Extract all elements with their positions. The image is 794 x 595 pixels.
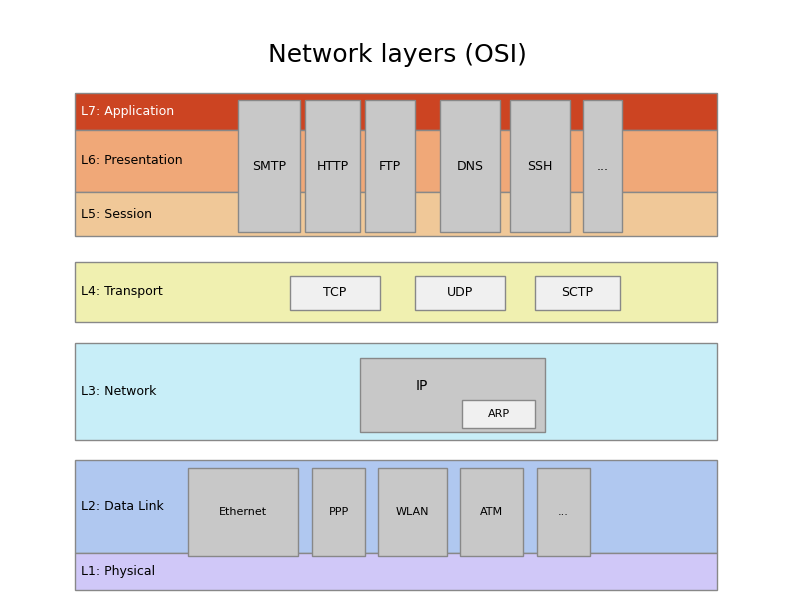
Bar [75, 343, 717, 440]
Text: Ethernet: Ethernet [219, 507, 267, 517]
Text: L7: Application: L7: Application [81, 105, 174, 118]
Text: PPP: PPP [329, 507, 349, 517]
Bar [583, 100, 622, 232]
Bar [75, 553, 717, 590]
Bar [535, 276, 620, 310]
Text: FTP: FTP [379, 159, 401, 173]
Text: HTTP: HTTP [317, 159, 349, 173]
Bar [75, 262, 717, 322]
Bar [378, 468, 447, 556]
Text: DNS: DNS [457, 159, 484, 173]
Bar [415, 276, 505, 310]
Text: L1: Physical: L1: Physical [81, 565, 155, 578]
Bar [75, 130, 717, 192]
Text: WLAN: WLAN [395, 507, 430, 517]
Text: ...: ... [596, 159, 608, 173]
Bar [462, 400, 535, 428]
Text: L4: Transport: L4: Transport [81, 286, 163, 299]
Text: TCP: TCP [323, 287, 347, 299]
Bar [75, 192, 717, 236]
Text: L6: Presentation: L6: Presentation [81, 155, 183, 168]
Text: UDP: UDP [447, 287, 473, 299]
Text: ...: ... [558, 507, 569, 517]
Bar [460, 468, 523, 556]
Bar [360, 358, 545, 432]
Bar [290, 276, 380, 310]
Text: L2: Data Link: L2: Data Link [81, 500, 164, 513]
Bar [440, 100, 500, 232]
Text: SMTP: SMTP [252, 159, 286, 173]
Bar [312, 468, 365, 556]
Bar [365, 100, 415, 232]
Bar [188, 468, 298, 556]
Bar [537, 468, 590, 556]
Text: L5: Session: L5: Session [81, 208, 152, 221]
Text: ARP: ARP [488, 409, 510, 419]
Text: SSH: SSH [527, 159, 553, 173]
Text: SCTP: SCTP [561, 287, 593, 299]
Text: ATM: ATM [480, 507, 503, 517]
Bar [75, 460, 717, 553]
Text: IP: IP [415, 379, 428, 393]
Bar [75, 93, 717, 130]
Bar [238, 100, 300, 232]
Text: Network layers (OSI): Network layers (OSI) [268, 43, 526, 67]
Bar [510, 100, 570, 232]
Bar [305, 100, 360, 232]
Text: L3: Network: L3: Network [81, 385, 156, 398]
